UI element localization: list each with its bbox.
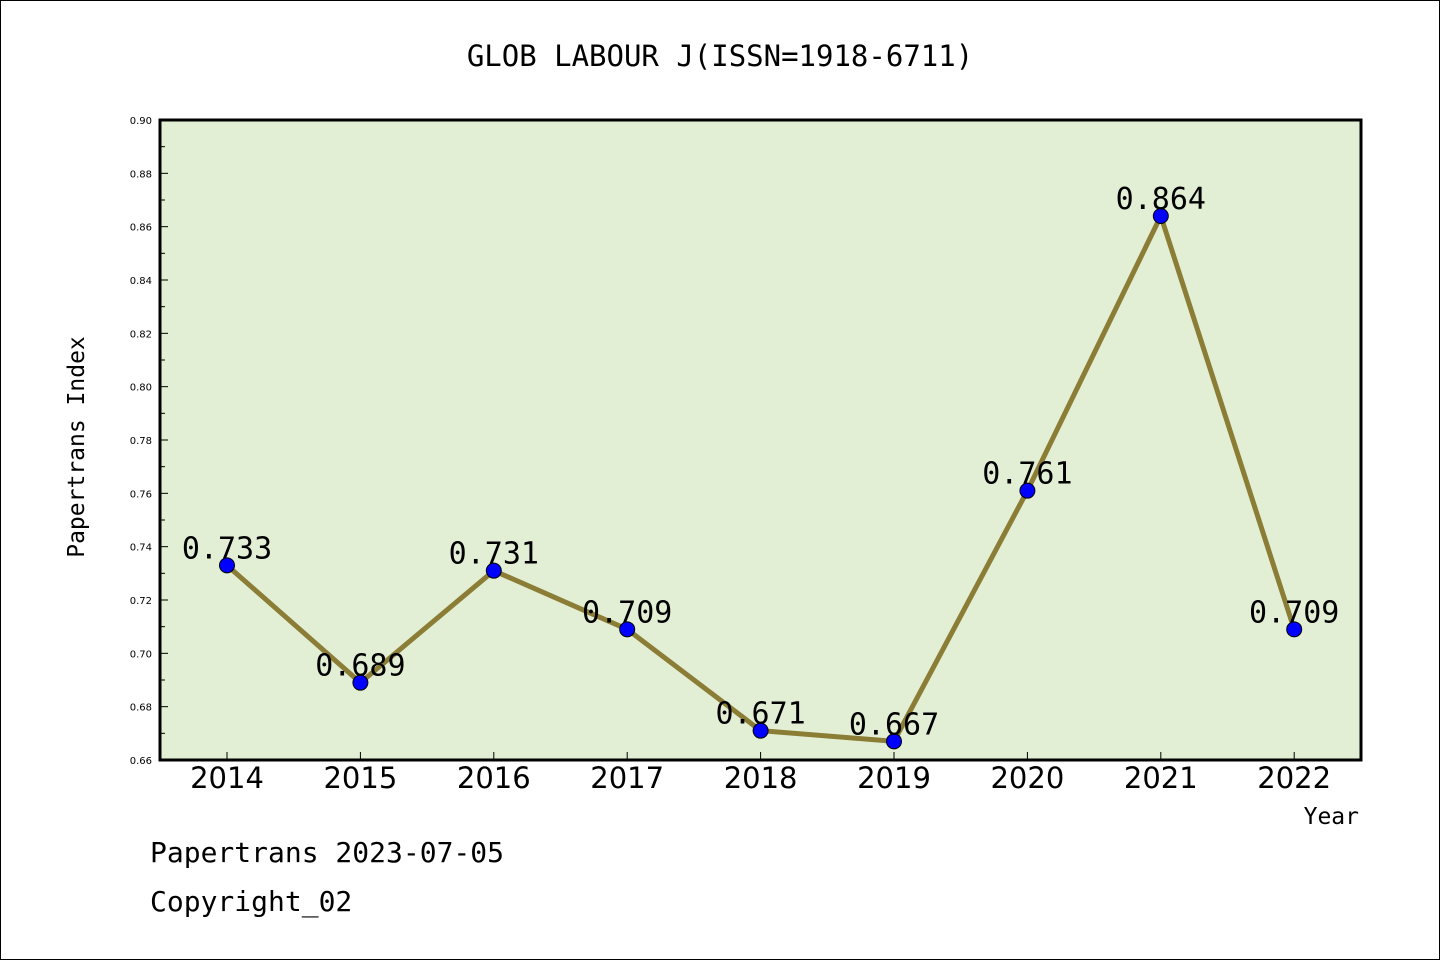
data-label: 0.671: [715, 697, 805, 732]
y-tick-label: 0.70: [130, 649, 152, 660]
x-tick-label: 2017: [590, 761, 664, 795]
data-point: [886, 733, 902, 750]
data-label: 0.709: [1249, 595, 1339, 630]
data-label: 0.667: [849, 707, 939, 742]
y-tick-label: 0.68: [130, 703, 152, 714]
footer-date: Papertrans 2023-07-05: [150, 836, 505, 869]
plot-area: [158, 118, 1363, 762]
x-tick-label: 2014: [190, 761, 264, 795]
y-tick-label: 0.72: [130, 596, 152, 607]
y-tick-label: 0.88: [130, 169, 152, 180]
y-tick-label: 0.74: [130, 543, 152, 554]
data-label: 0.689: [315, 649, 405, 684]
data-label: 0.731: [449, 537, 539, 572]
data-label: 0.864: [1116, 182, 1206, 217]
y-tick-label: 0.82: [130, 329, 152, 340]
x-tick-label: 2016: [457, 761, 531, 795]
x-tick-label: 2015: [323, 761, 397, 795]
y-tick-label: 0.66: [130, 756, 152, 767]
data-point: [352, 674, 369, 691]
data-point: [1152, 208, 1169, 224]
y-tick-label: 0.80: [130, 383, 152, 394]
x-tick-label: 2022: [1257, 761, 1331, 795]
data-label: 0.709: [582, 595, 672, 630]
y-tick-label: 0.86: [130, 223, 152, 234]
x-axis: 2014 2015 2016 2017 2018 2019 2020 2021 2022: [190, 752, 1331, 795]
y-tick-label: 0.78: [130, 436, 152, 447]
y-axis: 0.66 0.68 0.70 0.72 0.74 0.76 0.78 0.80 0.82 0.84…: [130, 116, 168, 767]
data-point: [219, 557, 235, 574]
x-tick-label: 2020: [990, 761, 1064, 795]
y-axis-label: Papertrans Index: [64, 336, 90, 558]
x-axis-label: Year: [1304, 804, 1359, 830]
data-point: [619, 621, 636, 638]
y-tick-label: 0.90: [130, 116, 152, 127]
x-tick-label: 2019: [857, 761, 931, 795]
series-group: 0.733 0.689 0.731 0.709 0.671 0.667 0.761 0.864…: [182, 182, 1339, 750]
data-point: [485, 562, 502, 579]
data-point: [752, 722, 769, 739]
data-label: 0.733: [182, 531, 272, 566]
x-tick-label: 2018: [724, 761, 798, 795]
y-tick-label: 0.84: [130, 276, 152, 287]
data-label: 0.761: [982, 457, 1072, 492]
footer-copyright: Copyright_02: [150, 885, 353, 918]
chart-title: GLOB LABOUR J(ISSN=1918-6711): [467, 39, 973, 73]
x-tick-label: 2021: [1124, 761, 1198, 795]
data-point: [1286, 621, 1303, 638]
data-point: [1019, 482, 1036, 499]
y-tick-label: 0.76: [130, 489, 152, 500]
